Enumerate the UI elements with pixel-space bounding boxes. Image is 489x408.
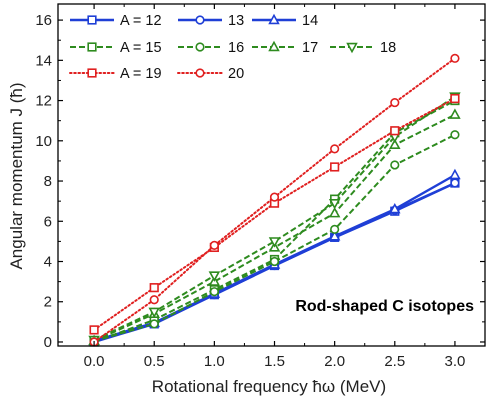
legend-marker: [268, 40, 280, 52]
series-7: [89, 93, 460, 335]
legend-marker: [268, 13, 280, 25]
y-axis-title: Angular momentum J (ħ): [7, 82, 26, 269]
y-tick-label: 2: [44, 294, 52, 311]
x-tick-label: 0.0: [84, 353, 105, 370]
axes-layer: 0.0 0.5 1.0 1.5 2.0 2.5 3.0 0 2 4 6 8 10 12 14 16: [35, 3, 486, 370]
data-point: [149, 295, 159, 305]
y-tick-label: 0: [44, 334, 52, 351]
data-point: [330, 224, 340, 234]
legend-item: A = 19: [69, 66, 162, 82]
legend-marker: [87, 42, 97, 52]
legend: A = 12 13 14 A = 15 16 17 18 A = 19 20: [69, 13, 396, 82]
plot-frame: [57, 3, 486, 347]
legend-marker: [87, 68, 97, 78]
legend-item: 16: [178, 40, 244, 56]
data-point: [389, 202, 401, 214]
data-point: [390, 126, 400, 136]
data-point: [450, 178, 460, 188]
data-point: [328, 230, 341, 241]
x-tick-label: 1.0: [204, 353, 225, 370]
legend-label: 16: [228, 40, 244, 56]
legend-item: 14: [252, 13, 318, 29]
data-point: [269, 192, 280, 202]
data-point: [449, 108, 461, 119]
data-point: [269, 256, 280, 267]
legend-marker: [195, 42, 205, 52]
y-tick-label: 14: [35, 52, 52, 69]
legend-label: 17: [302, 40, 318, 56]
legend-marker: [346, 42, 358, 54]
legend-item: 17: [252, 40, 318, 56]
data-point: [449, 168, 461, 180]
x-tick-label: 1.5: [264, 353, 285, 370]
data-point: [208, 271, 221, 282]
legend-label: 14: [302, 13, 318, 29]
legend-label: 18: [380, 40, 396, 56]
y-tick-label: 8: [44, 173, 52, 190]
legend-marker: [87, 15, 97, 25]
legend-item: A = 15: [70, 40, 162, 56]
data-point: [330, 162, 340, 172]
data-point: [450, 53, 460, 63]
data-point: [209, 287, 219, 297]
data-point: [390, 97, 400, 108]
series-8: [89, 53, 460, 347]
data-point: [390, 160, 400, 170]
data-point: [450, 93, 460, 104]
legend-label: A = 12: [120, 13, 162, 29]
legend-marker: [195, 15, 205, 25]
y-tick-label: 12: [35, 93, 52, 110]
data-point: [328, 206, 341, 218]
data-point: [328, 198, 341, 210]
data-point: [148, 307, 160, 319]
data-point: [89, 325, 99, 335]
y-tick-label: 16: [35, 12, 52, 29]
legend-label: A = 19: [120, 66, 162, 82]
data-point: [268, 237, 281, 248]
legend-item: 13: [178, 13, 244, 29]
x-tick-label: 0.5: [144, 353, 165, 370]
legend-item: 20: [177, 66, 244, 82]
data-point: [389, 138, 401, 150]
x-tick-label: 3.0: [444, 353, 465, 370]
data-point: [149, 319, 159, 329]
data-point: [209, 240, 219, 251]
legend-marker: [195, 68, 205, 78]
data-point: [450, 130, 460, 140]
y-tick-label: 6: [44, 213, 52, 230]
y-tick-label: 4: [44, 254, 52, 271]
legend-item: 18: [330, 40, 396, 56]
data-point: [330, 144, 340, 154]
x-axis-title: Rotational frequency ħω (MeV): [152, 377, 386, 396]
y-tick-label: 10: [35, 133, 52, 150]
legend-label: A = 15: [120, 40, 162, 56]
legend-item: A = 12: [70, 13, 162, 29]
x-tick-label: 2.5: [384, 353, 405, 370]
annotation-text: Rod-shaped C isotopes: [295, 298, 474, 315]
legend-label: 20: [228, 66, 244, 82]
legend-label: 13: [228, 13, 244, 29]
x-tick-label: 2.0: [324, 353, 345, 370]
series-layer: [88, 53, 461, 347]
data-point: [149, 283, 159, 293]
